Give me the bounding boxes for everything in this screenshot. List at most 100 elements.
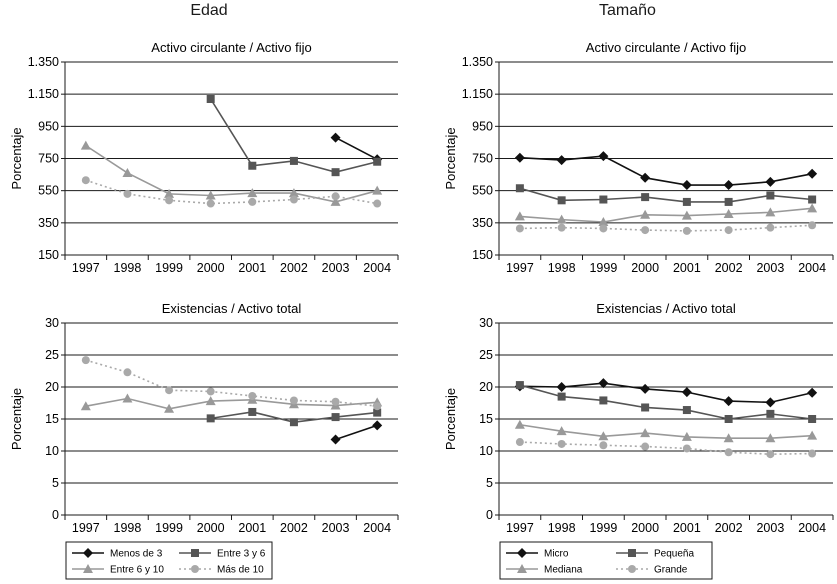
data-point [122, 393, 133, 403]
x-tick-label: 1998 [114, 261, 142, 275]
data-point [682, 226, 691, 235]
data-point [165, 386, 174, 395]
legend-swatch-marker [191, 549, 199, 557]
y-tick-label: 1.350 [462, 55, 493, 69]
data-point [556, 214, 567, 224]
data-point [557, 439, 566, 448]
series-más-de-10 [81, 176, 382, 208]
legend-swatch-marker [191, 565, 199, 573]
legend-box [65, 541, 273, 580]
data-point [331, 397, 340, 406]
x-tick-label: 2001 [673, 521, 701, 535]
x-tick-label: 2004 [798, 521, 826, 535]
data-point [331, 413, 340, 422]
x-tick-label: 2001 [238, 261, 266, 275]
data-point [765, 433, 776, 443]
data-point [205, 396, 216, 406]
series-line [519, 441, 813, 456]
data-point [80, 401, 91, 411]
data-point [373, 199, 382, 208]
y-tick-label: 25 [45, 348, 59, 362]
data-point [640, 172, 651, 183]
series-grande [515, 221, 817, 235]
series-mediana [514, 203, 818, 227]
data-point [598, 378, 609, 389]
y-tick-label: 550 [472, 184, 493, 198]
y-tick-label: 950 [472, 119, 493, 133]
data-point [681, 431, 692, 441]
data-point [330, 132, 341, 143]
y-tick-label: 0 [486, 508, 493, 522]
y-tick-label: 0 [52, 508, 59, 522]
data-point [557, 223, 566, 232]
column-title-edad: Edad [190, 2, 228, 19]
x-tick-label: 2000 [631, 261, 659, 275]
chart-panel-1: Activo circulante / Activo fijo 150 350 550… [9, 40, 399, 275]
x-tick-label: 1998 [548, 261, 576, 275]
data-point [640, 383, 651, 394]
series-line [85, 179, 378, 205]
data-point [640, 428, 651, 438]
chart-title: Existencias / Activo total [162, 301, 302, 316]
x-tick-label: 2002 [715, 261, 743, 275]
data-point [766, 223, 775, 232]
series-pequeña [515, 184, 817, 206]
data-point [598, 431, 609, 441]
data-point [641, 442, 650, 451]
y-tick-label: 15 [45, 412, 59, 426]
data-point [808, 195, 817, 204]
x-tick-label: 1997 [72, 261, 100, 275]
y-axis-label: Porcentaje [443, 388, 458, 450]
legend-2: Micro Pequeña Mediana Grande [499, 541, 713, 580]
x-tick-label: 2003 [322, 521, 350, 535]
x-tick-label: 1999 [589, 521, 617, 535]
data-point [373, 402, 382, 411]
series-más-de-10 [81, 356, 382, 411]
y-tick-label: 150 [472, 248, 493, 262]
data-point [206, 387, 215, 396]
legend-box [499, 541, 713, 580]
data-point [682, 444, 691, 453]
series-line [519, 423, 813, 440]
data-point [556, 382, 567, 392]
y-tick-label: 30 [479, 316, 493, 330]
data-point [373, 408, 382, 417]
series-line [85, 359, 378, 407]
x-tick-label: 1997 [506, 521, 534, 535]
x-tick-label: 2002 [280, 261, 308, 275]
series-entre-3-y-6 [206, 407, 382, 427]
data-point [682, 406, 691, 415]
data-point [808, 449, 817, 458]
x-tick-label: 2001 [673, 261, 701, 275]
data-point [556, 155, 567, 166]
series-line [85, 144, 378, 203]
data-point [206, 414, 215, 423]
data-point [599, 195, 608, 204]
y-tick-label: 750 [472, 152, 493, 166]
legend-label: Más de 10 [217, 565, 264, 576]
data-point [807, 387, 818, 398]
data-point [514, 419, 525, 429]
column-title-tamano: Tamaño [599, 2, 656, 19]
x-tick-label: 2003 [322, 261, 350, 275]
legend-label: Menos de 3 [110, 549, 163, 560]
data-point [289, 195, 298, 204]
data-point [206, 94, 215, 103]
y-tick-label: 750 [38, 152, 59, 166]
data-point [807, 168, 818, 179]
data-point [515, 184, 524, 193]
data-point [289, 396, 298, 405]
x-tick-label: 2002 [280, 521, 308, 535]
data-point [641, 403, 650, 412]
x-tick-label: 2003 [756, 521, 784, 535]
y-tick-label: 25 [479, 348, 493, 362]
x-tick-label: 2000 [197, 261, 225, 275]
data-point [766, 450, 775, 459]
y-tick-label: 150 [38, 248, 59, 262]
y-axis-label: Porcentaje [9, 388, 24, 450]
data-point [248, 391, 257, 400]
x-tick-label: 2004 [798, 261, 826, 275]
data-point [599, 396, 608, 405]
y-tick-label: 1.150 [462, 87, 493, 101]
data-point [808, 221, 817, 230]
